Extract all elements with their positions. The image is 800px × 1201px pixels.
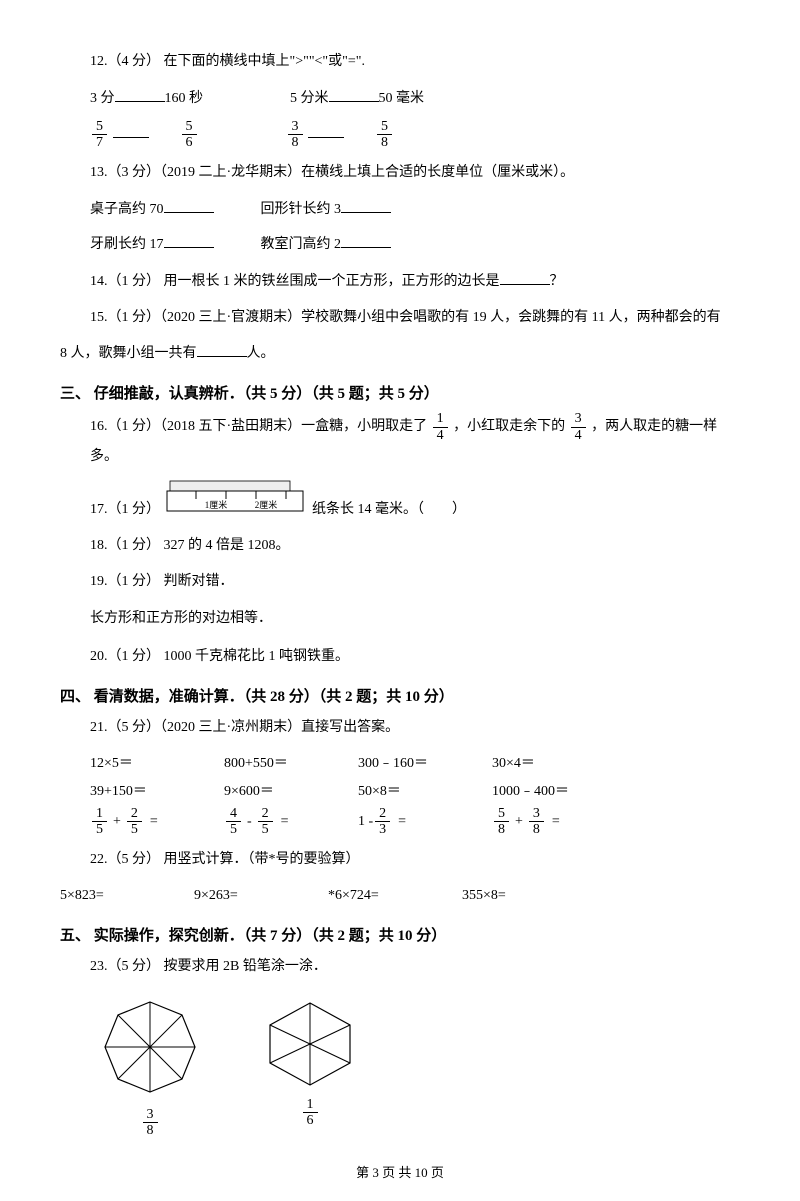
q12-l1a: 3 分 — [90, 91, 115, 106]
q15-b: 人。 — [247, 346, 275, 361]
q15-line2: 8 人，歌舞小组一共有 人。 — [60, 340, 740, 368]
section4-title: 四、 看清数据，准确计算．（共 28 分）（共 2 题；共 10 分） — [60, 685, 740, 706]
q14-tail: ？ — [550, 274, 564, 289]
q21-row2: 39+150＝ 9×600＝ 50×8＝ 1000﹣400＝ — [90, 778, 740, 806]
q12-line2: 57 56 38 58 — [90, 119, 740, 151]
frac: 25 — [258, 806, 273, 838]
shapes-row: 38 16 — [100, 997, 740, 1139]
q18: 18.（1 分） 327 的 4 倍是 1208。 — [90, 532, 740, 560]
q12-line1: 3 分 160 秒 5 分米 50 毫米 — [90, 84, 740, 115]
frac: 38 — [288, 119, 303, 151]
q13-c: 牙刷长约 17 — [90, 237, 164, 252]
ruler-image: 1厘米 2厘米 — [166, 479, 306, 524]
ruler-tick-2: 2厘米 — [255, 499, 278, 510]
q21-row3: 15 + 25 = 45 - 25 = 1 - 23 = 58 + 38 = — [90, 806, 740, 838]
q19b: 长方形和正方形的对边相等． — [90, 604, 740, 635]
calc-cell: 1000﹣400＝ — [492, 778, 602, 806]
frac: 14 — [433, 411, 448, 443]
q22-row: 5×823= 9×263= *6×724= 355×8= — [60, 882, 740, 910]
q12-l1d: 50 毫米 — [379, 91, 425, 106]
frac: 45 — [226, 806, 241, 838]
frac: 58 — [494, 806, 509, 838]
calc-cell: 1 - 23 = — [358, 806, 468, 838]
frac: 57 — [92, 119, 107, 151]
calc-cell: 30×4＝ — [492, 750, 602, 778]
blank — [164, 198, 214, 213]
q13-line2: 牙刷长约 17 教室门高约 2 — [90, 230, 740, 261]
q20: 20.（1 分） 1000 千克棉花比 1 吨钢铁重。 — [90, 643, 740, 671]
calc-cell: 45 - 25 = — [224, 806, 334, 838]
q17-a: 17.（1 分） — [90, 496, 160, 524]
blank — [329, 87, 379, 102]
page: 12.（4 分） 在下面的横线中填上">""<"或"=". 3 分 160 秒 5… — [0, 0, 800, 1201]
calc-cell: 800+550＝ — [224, 750, 334, 778]
calc-cell: 15 + 25 = — [90, 806, 200, 838]
q19: 19.（1 分） 判断对错． — [90, 568, 740, 596]
calc-cell: 50×8＝ — [358, 778, 468, 806]
section5-title: 五、 实际操作，探究创新．（共 7 分）（共 2 题；共 10 分） — [60, 924, 740, 945]
q13-line1: 桌子高约 70 回形针长约 3 — [90, 195, 740, 226]
ruler-svg: 1厘米 2厘米 — [166, 479, 306, 513]
blank — [197, 342, 247, 357]
q13-b: 回形针长约 3 — [261, 202, 342, 217]
q12-l1b: 160 秒 — [165, 91, 204, 106]
frac: 23 — [375, 806, 390, 838]
ruler-tick-1: 1厘米 — [205, 499, 228, 510]
hexagon-icon — [260, 997, 360, 1087]
q16: 16.（1 分）（2018 五下·盐田期末）一盒糖，小明取走了 14 ，小红取走… — [90, 411, 740, 471]
q16-b: ，小红取走余下的 — [453, 419, 565, 434]
frac: 16 — [303, 1097, 318, 1129]
q21-row1: 12×5＝ 800+550＝ 300﹣160＝ 30×4＝ — [90, 750, 740, 778]
frac: 58 — [377, 119, 392, 151]
calc-cell: 9×263= — [194, 882, 304, 910]
q12-l1c: 5 分米 — [290, 91, 329, 106]
blank — [341, 233, 391, 248]
frac: 25 — [127, 806, 142, 838]
frac: 38 — [529, 806, 544, 838]
section3-title: 三、 仔细推敲，认真辨析．（共 5 分）（共 5 题；共 5 分） — [60, 382, 740, 403]
frac: 15 — [92, 806, 107, 838]
q21: 21.（5 分）（2020 三上·凉州期末）直接写出答案。 — [90, 714, 740, 742]
frac: 38 — [143, 1107, 158, 1139]
calc-cell: 9×600＝ — [224, 778, 334, 806]
q16-a: 16.（1 分）（2018 五下·盐田期末）一盒糖，小明取走了 — [90, 419, 427, 434]
calc-cell: 5×823= — [60, 882, 170, 910]
calc-cell: 355×8= — [462, 882, 572, 910]
blank — [113, 123, 149, 138]
octagon-icon — [100, 997, 200, 1097]
q14-text: 14.（1 分） 用一根长 1 米的铁丝围成一个正方形，正方形的边长是 — [90, 274, 500, 289]
calc-cell: 12×5＝ — [90, 750, 200, 778]
q23: 23.（5 分） 按要求用 2B 铅笔涂一涂． — [90, 953, 740, 981]
q15: 15.（1 分）（2020 三上·官渡期末）学校歌舞小组中会唱歌的有 19 人，… — [90, 304, 740, 332]
q17-b: 纸条长 14 毫米。（ ） — [312, 496, 466, 524]
blank — [341, 198, 391, 213]
q13-a: 桌子高约 70 — [90, 202, 164, 217]
blank — [308, 123, 344, 138]
hexagon-col: 16 — [260, 997, 360, 1129]
q14: 14.（1 分） 用一根长 1 米的铁丝围成一个正方形，正方形的边长是 ？ — [90, 268, 740, 296]
calc-cell: 58 + 38 = — [492, 806, 602, 838]
q17: 17.（1 分） 1厘米 2厘米 纸条长 14 毫米。（ ） — [90, 479, 740, 524]
q15-a: 8 人，歌舞小组一共有 — [60, 346, 197, 361]
frac: 34 — [571, 411, 586, 443]
octagon-col: 38 — [100, 997, 200, 1139]
blank — [500, 270, 550, 285]
blank — [115, 87, 165, 102]
calc-cell: 300﹣160＝ — [358, 750, 468, 778]
q13-d: 教室门高约 2 — [261, 237, 342, 252]
blank — [164, 233, 214, 248]
calc-cell: *6×724= — [328, 882, 438, 910]
q13-stem: 13.（3 分）（2019 二上·龙华期末）在横线上填上合适的长度单位（厘米或米… — [90, 159, 740, 187]
calc-cell: 39+150＝ — [90, 778, 200, 806]
q12-stem: 12.（4 分） 在下面的横线中填上">""<"或"=". — [90, 48, 740, 76]
page-footer: 第 3 页 共 10 页 — [60, 1162, 740, 1181]
q22: 22.（5 分） 用竖式计算．（带*号的要验算） — [90, 846, 740, 874]
frac: 56 — [182, 119, 197, 151]
